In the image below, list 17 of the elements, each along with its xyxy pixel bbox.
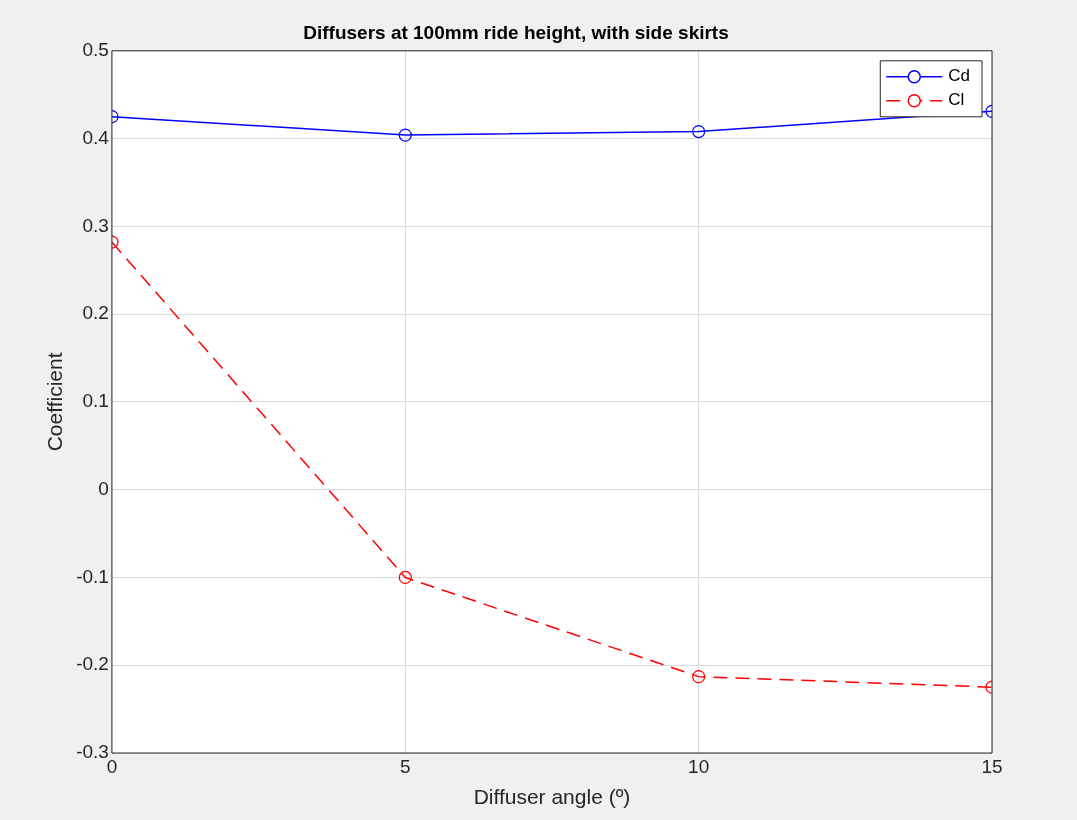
y-tick-label: 0	[98, 477, 109, 499]
legend-label: Cd	[948, 66, 970, 86]
y-tick-label: 0.1	[82, 390, 109, 412]
y-tick-label: 0.3	[82, 214, 109, 236]
x-axis-title: Diffuser angle (º)	[473, 785, 631, 809]
y-tick-label: 0.5	[82, 39, 109, 61]
x-tick-label: 5	[400, 755, 411, 777]
y-tick-label: -0.3	[76, 741, 109, 763]
x-tick-label: 10	[688, 755, 710, 777]
y-tick-label: 0.2	[82, 302, 109, 324]
x-tick-label: 15	[981, 755, 1003, 777]
y-tick-label: 0.4	[82, 126, 110, 148]
y-axis-title: Coefficient	[43, 352, 67, 452]
y-tick-label: -0.2	[76, 653, 109, 675]
y-tick-label: -0.1	[76, 565, 109, 587]
chart-title: Diffusers at 100mm ride height, with side skirts	[303, 21, 729, 43]
legend-label: Cl	[948, 90, 965, 110]
